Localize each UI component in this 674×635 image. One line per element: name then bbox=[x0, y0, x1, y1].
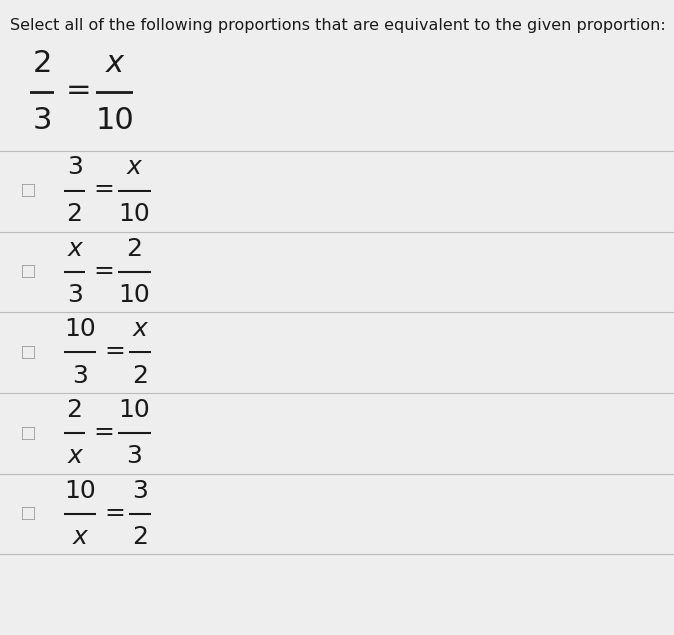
Text: =: = bbox=[66, 76, 92, 105]
Text: x: x bbox=[67, 237, 82, 260]
Text: 3: 3 bbox=[72, 364, 88, 387]
Text: x: x bbox=[73, 525, 88, 549]
Text: 10: 10 bbox=[95, 105, 134, 135]
Text: x: x bbox=[106, 50, 123, 79]
Text: 10: 10 bbox=[119, 283, 150, 307]
Text: 3: 3 bbox=[132, 479, 148, 502]
Text: 2: 2 bbox=[32, 50, 52, 79]
Text: 10: 10 bbox=[119, 398, 150, 422]
Text: 3: 3 bbox=[67, 283, 82, 307]
Text: =: = bbox=[93, 259, 114, 283]
Text: 10: 10 bbox=[119, 202, 150, 225]
Text: 2: 2 bbox=[126, 237, 142, 260]
Text: =: = bbox=[104, 340, 125, 363]
Text: 2: 2 bbox=[132, 364, 148, 387]
Text: 3: 3 bbox=[67, 156, 82, 179]
Text: =: = bbox=[93, 178, 114, 201]
Text: 10: 10 bbox=[64, 318, 96, 341]
Text: =: = bbox=[104, 501, 125, 525]
Text: x: x bbox=[127, 156, 142, 179]
Text: x: x bbox=[67, 444, 82, 468]
Text: Select all of the following proportions that are equivalent to the given proport: Select all of the following proportions … bbox=[10, 18, 666, 33]
Text: 2: 2 bbox=[67, 398, 83, 422]
Text: 3: 3 bbox=[127, 444, 142, 468]
Text: 10: 10 bbox=[64, 479, 96, 502]
Text: 2: 2 bbox=[67, 202, 83, 225]
Text: 3: 3 bbox=[32, 105, 52, 135]
Text: x: x bbox=[133, 318, 148, 341]
Text: 2: 2 bbox=[132, 525, 148, 549]
Text: =: = bbox=[93, 420, 114, 444]
